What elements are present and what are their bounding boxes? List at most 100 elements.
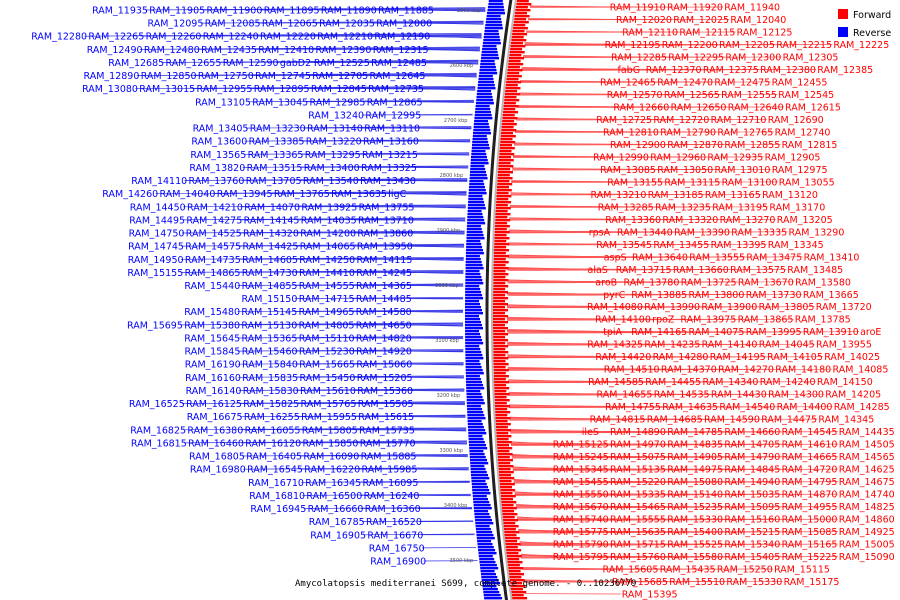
forward-gene-label: RAM_15670 [553, 502, 609, 513]
forward-leader-line [516, 518, 781, 521]
reverse-gene-label: RAM_16545 [247, 465, 303, 476]
forward-gene-block [501, 501, 517, 504]
reverse-gene-label: RAM_13215 [362, 150, 418, 161]
forward-gene-label: RAM_13990 [644, 302, 700, 313]
forward-gene-block [493, 315, 508, 318]
reverse-leader-line [294, 297, 464, 299]
forward-gene-label: RAM_13210 [591, 190, 647, 201]
forward-gene-block [495, 219, 511, 222]
forward-gene-label: fabG [618, 65, 641, 76]
forward-leader-line [512, 468, 781, 471]
forward-leader-line [520, 556, 838, 559]
reverse-leader-line [239, 218, 466, 221]
reverse-gene-block [465, 336, 482, 339]
forward-gene-block [493, 279, 509, 282]
reverse-gene-label: RAM_15360 [357, 386, 413, 397]
reverse-gene-block [465, 306, 481, 309]
reverse-gene-block [465, 357, 484, 360]
forward-leader-line [513, 481, 781, 483]
reverse-gene-label: RAM_13385 [249, 137, 305, 148]
forward-gene-label: RAM_15140 [667, 490, 723, 501]
forward-gene-block [506, 552, 519, 555]
forward-gene-label: RAM_13715 [616, 265, 672, 276]
coordinate-tick-label: 3000 kbp [435, 283, 459, 289]
forward-gene-label: RAM_13865 [738, 315, 794, 326]
reverse-gene-label: RAM_14965 [299, 307, 355, 318]
forward-gene-label: RAM_13665 [803, 290, 859, 301]
forward-gene-block [493, 282, 506, 285]
forward-gene-label: RAM_12570 [607, 90, 663, 101]
reverse-leader-line [238, 257, 464, 260]
forward-leader-line [508, 393, 825, 396]
forward-gene-label: RAM_12710 [711, 115, 767, 126]
forward-gene-block [508, 60, 521, 63]
forward-gene-block [502, 516, 515, 519]
forward-gene-label: RAM_15165 [782, 540, 838, 551]
forward-gene-block [495, 222, 508, 225]
forward-gene-label: RAM_13640 [632, 252, 688, 263]
forward-leader-line [509, 218, 776, 221]
forward-gene-block [494, 237, 510, 240]
reverse-gene-block [487, 6, 504, 9]
forward-gene-block [504, 534, 517, 537]
forward-gene-label: RAM_13660 [673, 265, 729, 276]
forward-gene-label: RAM_14755 [605, 402, 661, 413]
forward-gene-label: RAM_15085 [782, 527, 838, 538]
reverse-gene-block [469, 450, 484, 453]
reverse-leader-line [237, 349, 464, 352]
forward-gene-label: RAM_14270 [718, 365, 774, 376]
forward-gene-label: RAM_14235 [644, 340, 700, 351]
forward-gene-label: alaS [588, 265, 608, 276]
reverse-gene-label: RAM_16055 [245, 425, 301, 436]
reverse-gene-block [482, 42, 501, 45]
reverse-gene-block [469, 456, 486, 459]
reverse-gene-label: RAM_15230 [299, 347, 355, 358]
forward-gene-block [494, 393, 510, 396]
reverse-gene-block [465, 339, 483, 342]
reverse-gene-label: RAM_12850 [141, 71, 197, 82]
reverse-gene-label: RAM_14555 [299, 281, 355, 292]
forward-gene-block [505, 84, 518, 87]
reverse-gene-label: RAM_14950 [128, 255, 184, 266]
forward-gene-block [511, 591, 527, 594]
reverse-gene-block [471, 480, 486, 483]
forward-gene-block [510, 45, 526, 48]
forward-gene-label: RAM_14240 [760, 377, 816, 388]
reverse-leader-line [301, 480, 470, 483]
reverse-gene-block [478, 555, 493, 558]
forward-gene-block [512, 33, 528, 36]
reverse-gene-block [486, 15, 501, 18]
forward-gene-label: RAM_14655 [597, 390, 653, 401]
reverse-leader-line [409, 285, 464, 287]
reverse-gene-block [474, 516, 491, 519]
forward-gene-block [494, 399, 510, 402]
forward-gene-block [499, 474, 511, 477]
reverse-gene-block [465, 300, 480, 303]
reverse-gene-block [475, 528, 491, 531]
forward-leader-line [516, 119, 767, 121]
reverse-gene-label: RAM_13080 [82, 84, 138, 95]
forward-leader-line [507, 368, 832, 371]
forward-gene-label: RAM_12110 [622, 28, 678, 39]
reverse-gene-label: RAM_16160 [185, 373, 241, 384]
forward-leader-line [508, 243, 767, 246]
reverse-leader-line [414, 468, 469, 471]
forward-gene-label: RAM_14835 [667, 440, 723, 451]
reverse-gene-block [472, 489, 490, 492]
forward-gene-label: RAM_14825 [839, 502, 895, 513]
reverse-gene-label: RAM_16675 [187, 412, 243, 423]
reverse-gene-label: RAM_15845 [185, 347, 241, 358]
forward-gene-block [508, 570, 521, 573]
forward-gene-label: RAM_13390 [674, 227, 730, 238]
forward-gene-label: RAM_13165 [705, 190, 761, 201]
reverse-gene-label: RAM_16190 [185, 360, 241, 371]
reverse-gene-block [484, 27, 503, 30]
reverse-gene-label: RAM_15735 [359, 425, 415, 436]
forward-gene-label: aspS [604, 252, 627, 263]
reverse-leader-line [183, 427, 467, 431]
forward-gene-label: RAM_14790 [724, 452, 780, 463]
reverse-leader-line [295, 363, 464, 365]
reverse-gene-label: RAM_14245 [356, 268, 412, 279]
reverse-leader-line [237, 336, 464, 339]
forward-gene-label: RAM_12870 [667, 140, 723, 151]
